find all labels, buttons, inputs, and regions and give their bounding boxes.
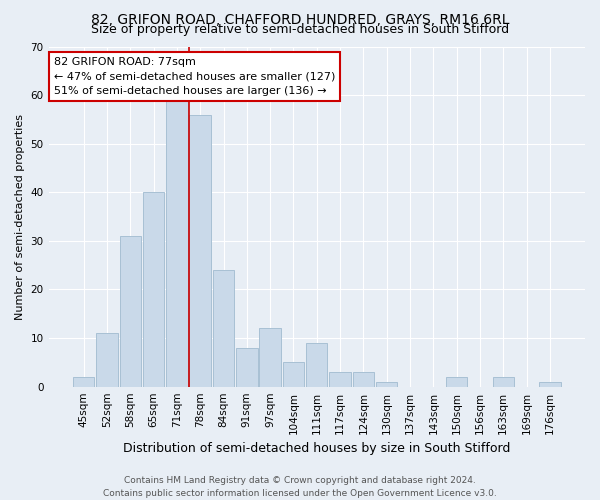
Text: Contains HM Land Registry data © Crown copyright and database right 2024.
Contai: Contains HM Land Registry data © Crown c… xyxy=(103,476,497,498)
Bar xyxy=(236,348,257,387)
Text: 82 GRIFON ROAD: 77sqm
← 47% of semi-detached houses are smaller (127)
51% of sem: 82 GRIFON ROAD: 77sqm ← 47% of semi-deta… xyxy=(54,56,335,96)
Bar xyxy=(213,270,234,386)
Bar xyxy=(73,377,94,386)
Bar xyxy=(446,377,467,386)
Bar xyxy=(329,372,351,386)
Bar xyxy=(166,100,188,386)
Text: Size of property relative to semi-detached houses in South Stifford: Size of property relative to semi-detach… xyxy=(91,22,509,36)
Bar xyxy=(143,192,164,386)
Text: 82, GRIFON ROAD, CHAFFORD HUNDRED, GRAYS, RM16 6RL: 82, GRIFON ROAD, CHAFFORD HUNDRED, GRAYS… xyxy=(91,12,509,26)
Bar xyxy=(259,328,281,386)
Bar xyxy=(119,236,141,386)
Bar xyxy=(353,372,374,386)
Bar xyxy=(306,343,328,386)
Bar xyxy=(376,382,397,386)
Y-axis label: Number of semi-detached properties: Number of semi-detached properties xyxy=(15,114,25,320)
Bar xyxy=(96,333,118,386)
Bar xyxy=(539,382,560,386)
Bar xyxy=(283,362,304,386)
Bar xyxy=(493,377,514,386)
X-axis label: Distribution of semi-detached houses by size in South Stifford: Distribution of semi-detached houses by … xyxy=(123,442,511,455)
Bar xyxy=(190,114,211,386)
